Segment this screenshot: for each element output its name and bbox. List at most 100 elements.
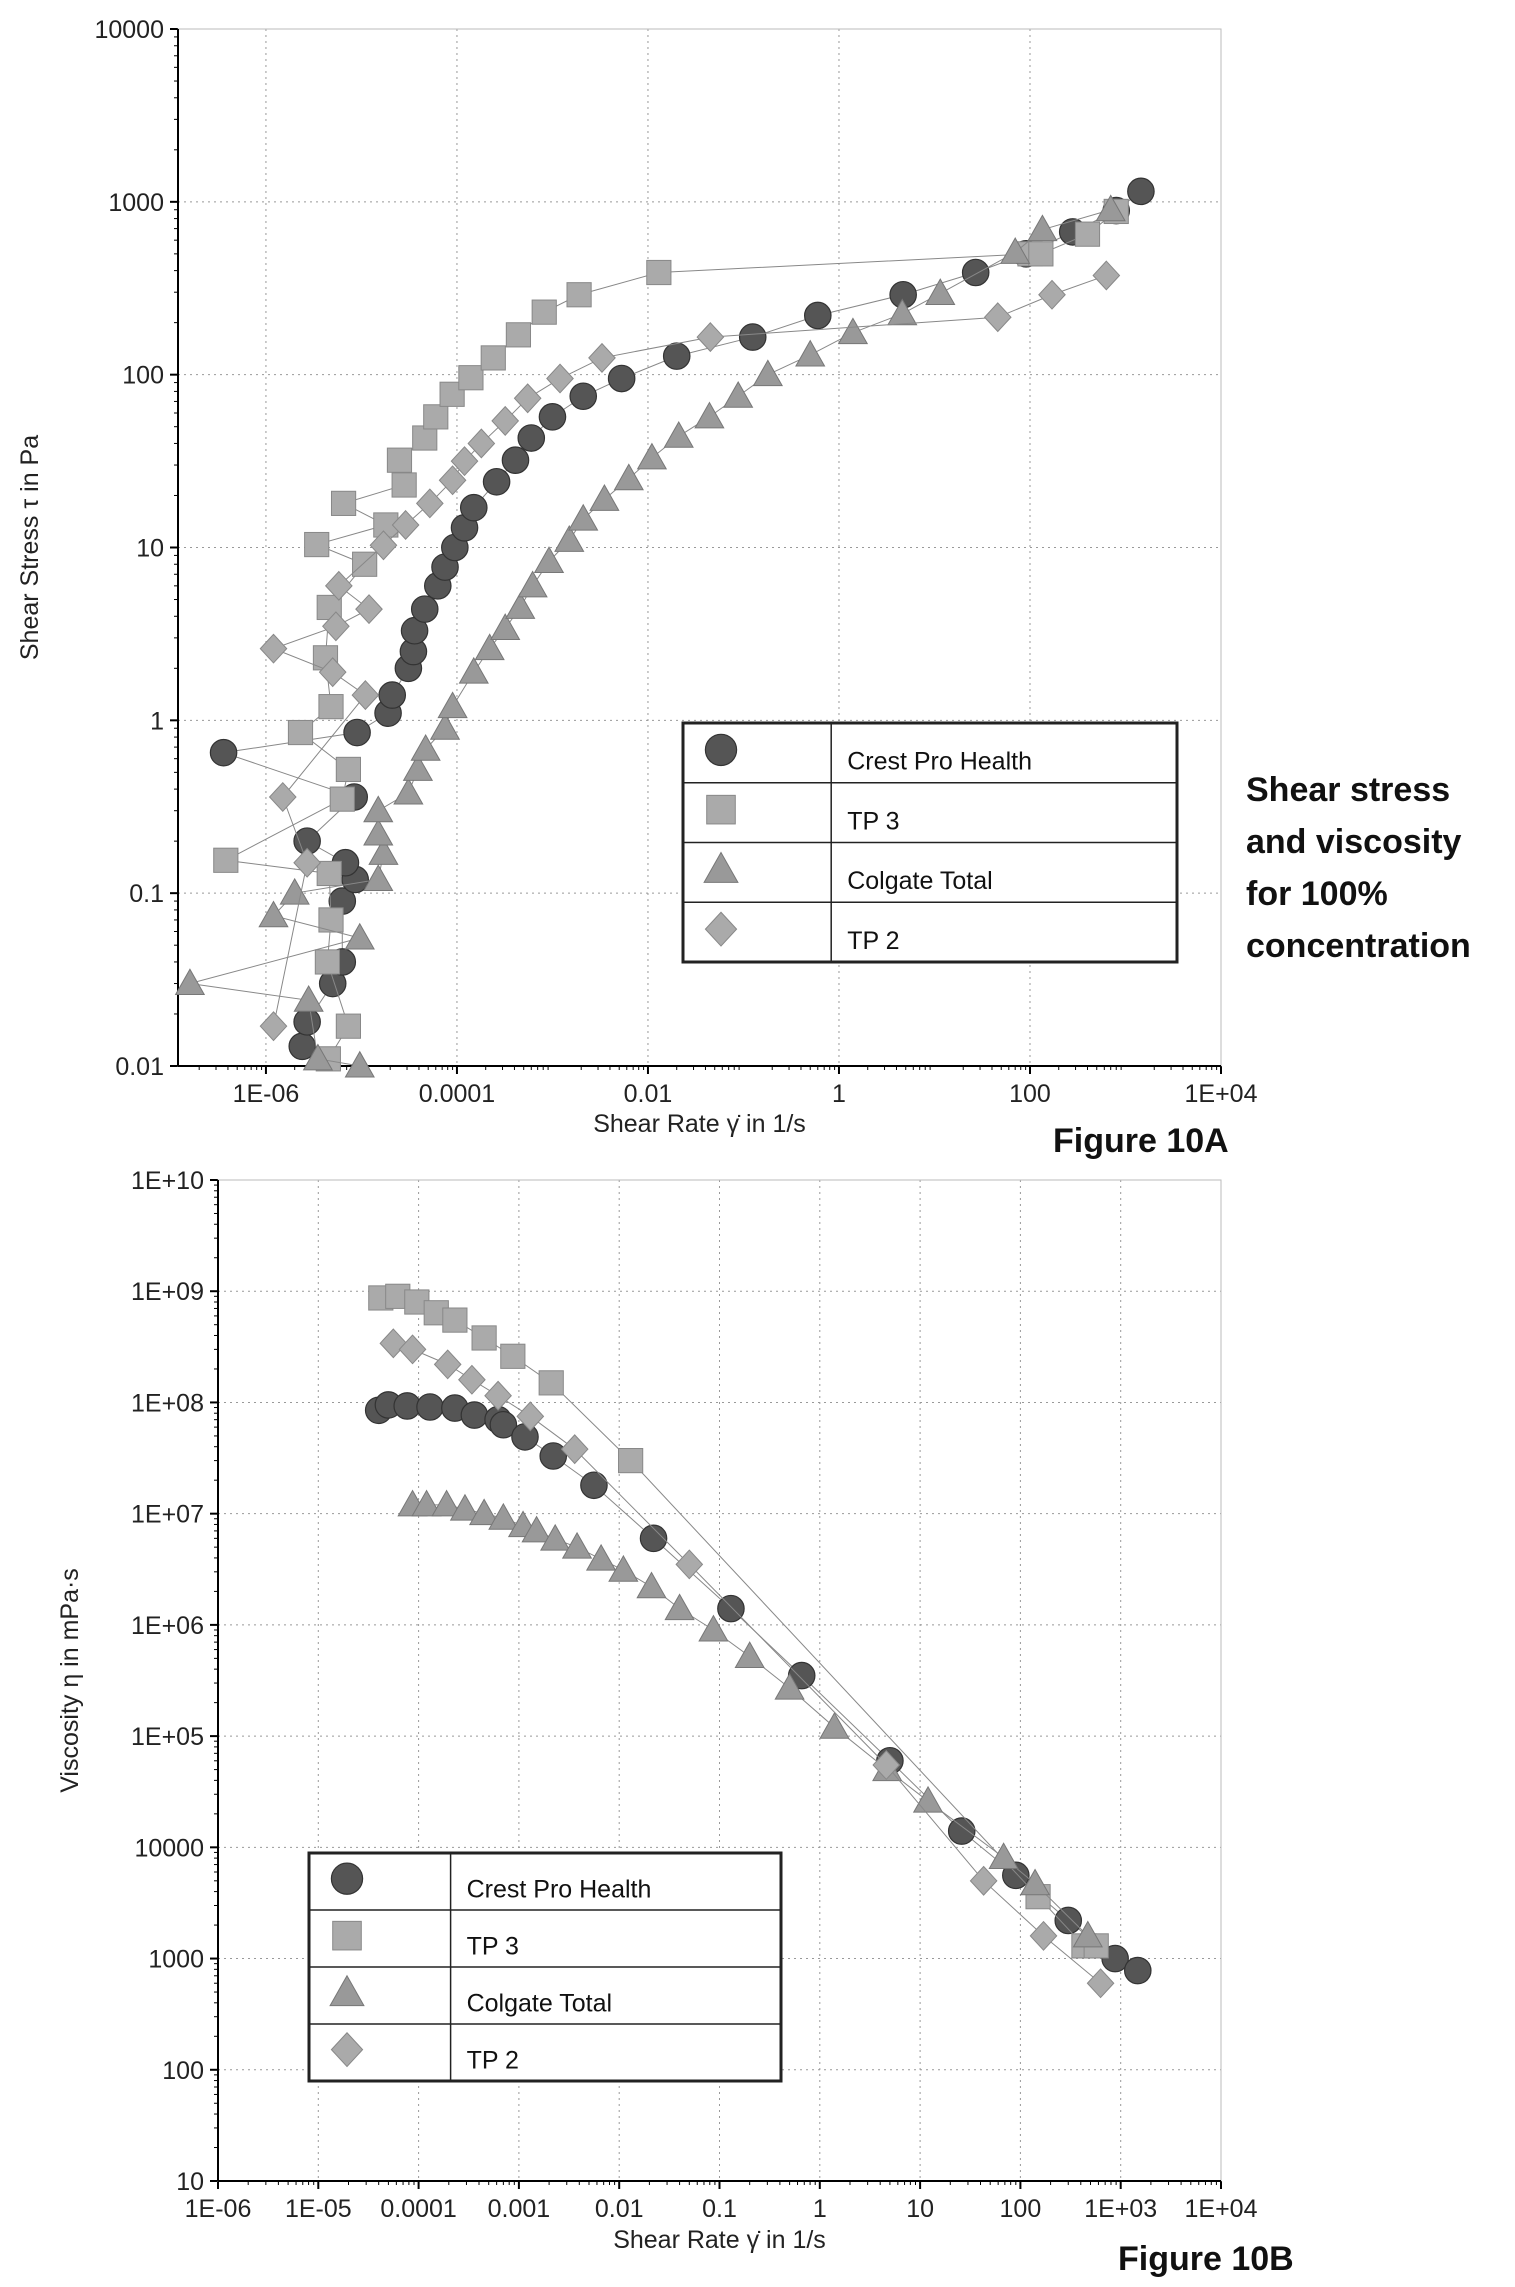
x-tick-label: 100 [1000, 2195, 1042, 2223]
data-point [581, 1472, 607, 1498]
x-tick-label: 0.001 [488, 2195, 551, 2223]
y-tick-label: 1E+10 [131, 1167, 204, 1195]
data-point [970, 1867, 996, 1896]
data-point [518, 425, 544, 451]
chart-10a: 1000010001001010.10.011E-060.00010.01110… [16, 16, 1258, 1138]
data-point [485, 1381, 511, 1410]
y-tick-label: 1000 [108, 189, 164, 217]
y-tick-label: 1E+07 [131, 1501, 204, 1529]
data-point [949, 1818, 975, 1844]
data-point [176, 969, 205, 994]
data-point [1128, 178, 1154, 204]
data-point [665, 1594, 694, 1619]
data-point [637, 1573, 666, 1598]
data-point [796, 341, 825, 366]
y-tick-label: 100 [162, 2057, 204, 2085]
data-point [315, 950, 339, 974]
data-point [394, 779, 423, 804]
x-tick-label: 1 [832, 1080, 846, 1108]
data-point [438, 692, 467, 717]
data-point [805, 302, 831, 328]
y-tick-label: 1000 [148, 1946, 204, 1974]
data-point [532, 300, 556, 324]
data-point [567, 283, 591, 307]
data-point [214, 848, 238, 872]
figure-label-10a: Figure 10A [1053, 1122, 1229, 1161]
legend-marker-circle [331, 1863, 362, 1894]
data-point [695, 403, 724, 428]
legend-label: TP 2 [467, 2046, 519, 2074]
data-point [501, 1344, 525, 1368]
data-point [664, 422, 693, 447]
data-point [461, 1402, 487, 1428]
y-axis-label: Shear Stress τ in Pa [16, 435, 44, 660]
y-tick-label: 1E+09 [131, 1278, 204, 1306]
data-point [638, 444, 667, 469]
legend-marker-square [333, 1921, 362, 1950]
data-point [1028, 215, 1057, 240]
side-note-line: and viscosity [1246, 816, 1471, 868]
data-point [294, 848, 320, 877]
legend: Crest Pro HealthTP 3Colgate TotalTP 2 [683, 723, 1177, 962]
y-axis-label: Viscosity η in mPa·s [56, 1568, 84, 1793]
data-point [664, 343, 690, 369]
y-tick-label: 10 [136, 535, 164, 563]
side-note-line: for 100% [1246, 868, 1471, 920]
y-tick-label: 1E+08 [131, 1389, 204, 1417]
data-point [619, 1449, 643, 1473]
data-point [539, 1371, 563, 1395]
data-point [547, 364, 573, 393]
data-point [379, 682, 405, 708]
data-point [483, 469, 509, 495]
data-point [697, 323, 723, 352]
y-tick-label: 100 [122, 362, 164, 390]
x-tick-label: 10 [906, 2195, 934, 2223]
figure-label-10b: Figure 10B [1118, 2240, 1294, 2279]
data-point [481, 346, 505, 370]
legend-label: Colgate Total [467, 1989, 612, 2017]
x-tick-label: 0.01 [624, 1080, 673, 1108]
data-point [518, 572, 547, 597]
data-point [1125, 1957, 1151, 1983]
data-point [336, 1014, 360, 1038]
data-point [754, 360, 783, 385]
legend-marker-square [707, 795, 736, 824]
data-point [459, 658, 488, 683]
legend-label: Colgate Total [847, 867, 992, 895]
x-axis-label: Shear Rate γ̇ in 1/s [613, 2226, 826, 2254]
data-point [413, 426, 437, 450]
x-tick-label: 0.01 [595, 2195, 644, 2223]
data-point [1029, 242, 1053, 266]
data-point [1039, 280, 1065, 309]
legend-label: TP 3 [847, 807, 899, 835]
legend-marker-circle [705, 734, 736, 765]
data-point [502, 447, 528, 473]
data-point [740, 324, 766, 350]
data-point [459, 1365, 485, 1394]
data-point [364, 796, 393, 821]
data-point [353, 552, 377, 576]
data-point [344, 719, 370, 745]
data-point [512, 1424, 538, 1450]
data-point [590, 485, 619, 510]
data-point [270, 783, 296, 812]
data-point [345, 924, 374, 949]
data-point [434, 1350, 460, 1379]
data-point [589, 344, 615, 373]
data-point [317, 861, 341, 885]
side-note-line: concentration [1246, 920, 1471, 972]
y-tick-label: 10 [176, 2168, 204, 2196]
data-point [336, 757, 360, 781]
legend-label: TP 2 [847, 927, 899, 955]
data-point [364, 820, 393, 845]
data-point [962, 259, 988, 285]
data-point [412, 596, 438, 622]
legend-label: TP 3 [467, 1932, 519, 1960]
data-point [1075, 222, 1099, 246]
data-point [914, 1787, 943, 1812]
y-tick-label: 1E+05 [131, 1723, 204, 1751]
data-point [839, 318, 868, 343]
side-note: Shear stress and viscosity for 100% conc… [1246, 764, 1471, 972]
data-point [424, 405, 448, 429]
